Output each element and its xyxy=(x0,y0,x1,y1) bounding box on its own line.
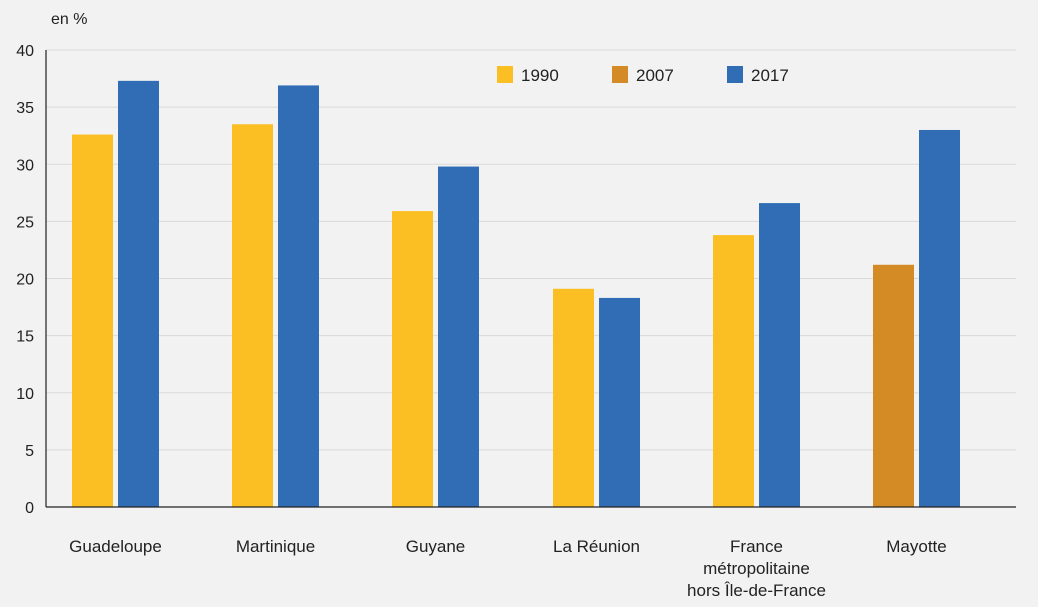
category-label: métropolitaine xyxy=(703,559,810,578)
category-label: La Réunion xyxy=(553,537,640,556)
y-tick-label: 30 xyxy=(16,157,34,174)
legend-label-2007: 2007 xyxy=(636,66,674,85)
y-tick-label: 40 xyxy=(16,43,34,60)
category-label: Guadeloupe xyxy=(69,537,162,556)
y-tick-label: 25 xyxy=(16,214,34,231)
grid-lines xyxy=(46,49,1016,451)
category-label: Guyane xyxy=(406,537,466,556)
bar-1990-1 xyxy=(232,124,273,507)
y-tick-label: 20 xyxy=(16,272,34,289)
legend: 1990 2007 2017 xyxy=(497,66,789,85)
bar-1990-0 xyxy=(72,134,113,508)
y-tick-label: 35 xyxy=(16,100,34,117)
bars xyxy=(72,80,960,508)
legend-label-1990: 1990 xyxy=(521,66,559,85)
y-tick-label: 15 xyxy=(16,329,34,346)
y-unit-label: en % xyxy=(51,11,87,28)
bar-2017-0 xyxy=(118,80,159,507)
y-tick-label: 0 xyxy=(25,500,34,517)
legend-swatch-2007 xyxy=(612,66,628,83)
bar-1990-4 xyxy=(713,235,754,507)
axes xyxy=(45,50,1016,508)
y-tick-label: 10 xyxy=(16,386,34,403)
legend-swatch-2017 xyxy=(727,66,743,83)
legend-swatch-1990 xyxy=(497,66,513,83)
category-labels: Guadeloupe Martinique Guyane La Réunion Fran… xyxy=(69,537,947,600)
y-axis-tick-labels: 0 5 10 15 20 25 30 35 40 xyxy=(16,43,34,517)
category-label: hors Île-de-France xyxy=(687,581,826,600)
bar-2017-1 xyxy=(278,85,319,507)
bar-1990-2 xyxy=(392,211,433,507)
category-label: Mayotte xyxy=(886,537,946,556)
category-label: France xyxy=(730,537,783,556)
bar-1990-3 xyxy=(553,288,594,507)
bar-2017-2 xyxy=(438,166,479,507)
legend-label-2017: 2017 xyxy=(751,66,789,85)
category-label: Martinique xyxy=(236,537,315,556)
bar-2007-5 xyxy=(873,264,914,507)
y-tick-label: 5 xyxy=(25,443,34,460)
bar-2017-4 xyxy=(759,203,800,507)
bar-2017-3 xyxy=(599,297,640,507)
bar-2017-5 xyxy=(919,129,960,507)
